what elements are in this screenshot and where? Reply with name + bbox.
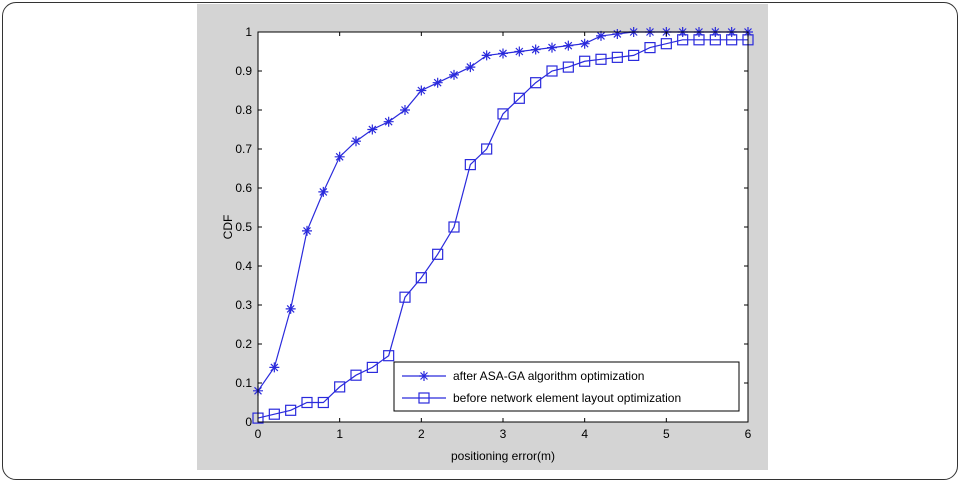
- square-marker: [301, 396, 313, 409]
- square-marker: [464, 159, 476, 171]
- square-marker: [432, 248, 444, 260]
- y-tick-label: 0.8: [235, 103, 252, 117]
- star-marker: [302, 225, 312, 236]
- y-tick-label: 1: [245, 25, 252, 39]
- x-tick-label: 0: [255, 427, 262, 441]
- legend-box: [393, 361, 740, 412]
- star-marker: [596, 30, 606, 41]
- star-marker: [563, 40, 574, 51]
- square-marker: [628, 49, 640, 62]
- x-tick-label: 4: [581, 427, 588, 441]
- plot-area: [258, 32, 748, 422]
- star-marker: [498, 48, 508, 59]
- square-marker: [334, 381, 346, 393]
- star-marker: [449, 69, 459, 80]
- star-marker: [579, 38, 590, 49]
- x-axis-label: positioning error(m): [451, 449, 555, 463]
- legend: after ASA-GA algorithm optimization befo…: [393, 361, 740, 412]
- star-marker: [318, 186, 329, 197]
- square-marker: [268, 408, 280, 420]
- square-marker: [530, 77, 542, 89]
- x-tick-label: 6: [745, 427, 752, 441]
- square-marker: [399, 291, 411, 303]
- square-marker: [595, 53, 607, 65]
- square-marker: [383, 350, 395, 362]
- square-marker: [660, 38, 672, 50]
- star-marker: [432, 77, 443, 88]
- star-marker: [351, 136, 361, 147]
- star-marker: [416, 85, 427, 96]
- square-marker: [285, 404, 297, 416]
- chart-marks: [252, 27, 754, 424]
- y-tick-label: 0.4: [235, 259, 252, 273]
- x-tick-label: 1: [336, 427, 343, 441]
- square-marker: [644, 41, 656, 54]
- square-marker: [481, 143, 493, 155]
- square-marker: [415, 272, 427, 284]
- y-tick-label: 0.1: [235, 376, 252, 390]
- legend-square-marker: [418, 392, 430, 404]
- star-marker: [367, 124, 378, 135]
- square-marker: [448, 221, 460, 233]
- square-marker: [513, 92, 525, 104]
- square-marker: [497, 108, 509, 120]
- axis-ticks: 0 1 2 3 4 5 6 0 0.1 0.2 0.3 0.4 0.5 0.6 0.7 0.8 0.9 1: [235, 25, 751, 441]
- square-marker: [546, 65, 558, 77]
- x-tick-label: 5: [663, 427, 670, 441]
- y-axis-label: CDF: [221, 215, 235, 240]
- y-tick-label: 0.5: [235, 220, 252, 234]
- y-tick-label: 0: [245, 415, 252, 429]
- square-marker: [562, 61, 574, 73]
- star-marker: [383, 116, 394, 127]
- legend-label-after: after ASA-GA algorithm optimization: [453, 369, 644, 383]
- series-line-2: [257, 39, 748, 419]
- square-marker: [579, 55, 591, 67]
- star-marker: [334, 151, 345, 162]
- star-marker: [285, 303, 296, 314]
- star-marker: [514, 46, 525, 57]
- star-marker: [612, 28, 623, 39]
- legend-star-marker: [419, 371, 429, 381]
- star-marker: [400, 105, 410, 115]
- square-marker: [366, 361, 378, 373]
- square-marker: [726, 34, 738, 46]
- y-tick-label: 0.3: [235, 298, 252, 312]
- square-marker: [611, 51, 623, 63]
- legend-label-before: before network element layout optimizati…: [453, 391, 681, 405]
- star-marker: [530, 44, 541, 55]
- star-marker: [465, 62, 476, 73]
- star-marker: [269, 362, 280, 373]
- y-tick-label: 0.7: [235, 142, 252, 156]
- square-marker: [317, 396, 329, 409]
- square-marker: [677, 34, 689, 46]
- x-tick-label: 3: [500, 427, 507, 441]
- star-marker: [481, 50, 492, 61]
- y-tick-label: 0.9: [235, 64, 252, 78]
- square-marker: [709, 34, 721, 46]
- y-tick-label: 0.6: [235, 181, 252, 195]
- star-marker: [547, 42, 557, 53]
- square-marker: [693, 34, 705, 46]
- x-tick-label: 2: [418, 427, 425, 441]
- y-tick-label: 0.2: [235, 337, 252, 351]
- square-marker: [350, 369, 362, 381]
